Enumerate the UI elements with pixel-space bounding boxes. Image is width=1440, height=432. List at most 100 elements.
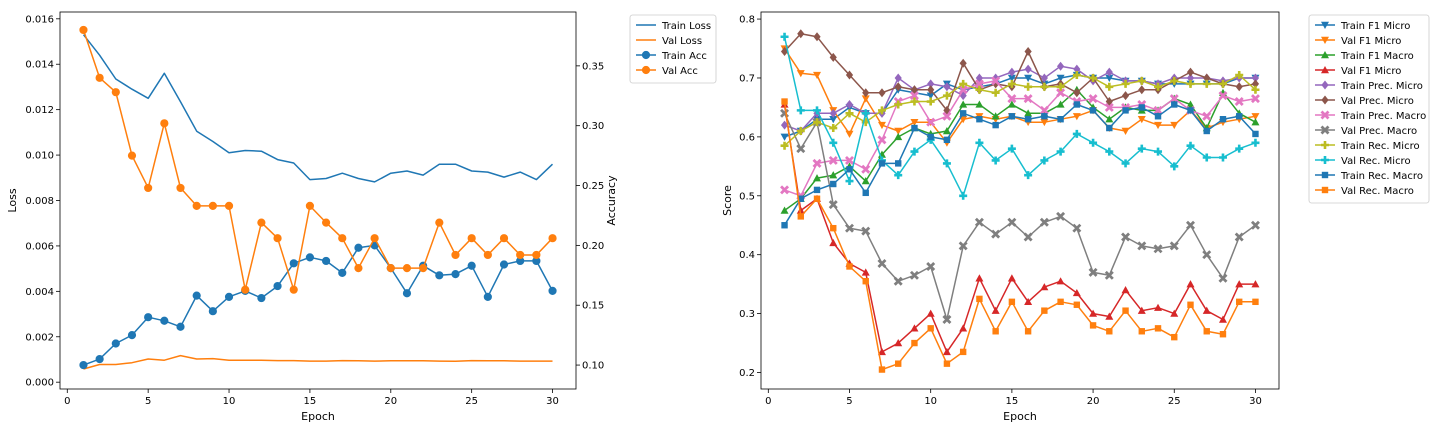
data-point	[862, 88, 870, 98]
data-point	[1137, 144, 1146, 153]
data-point	[192, 291, 201, 300]
data-point	[499, 234, 509, 243]
data-point	[1203, 328, 1210, 335]
data-point	[1023, 94, 1033, 104]
legend-marker	[1321, 156, 1329, 164]
legend-label: Train Prec. Macro	[1340, 111, 1426, 122]
data-point	[991, 112, 1000, 120]
y2-tick-label: 0.20	[582, 241, 604, 252]
data-point	[1187, 301, 1194, 308]
legend: Train F1 Micro Val F1 Micro Train F1 Macro…	[1308, 14, 1430, 204]
legend-label: Val Rec. Macro	[1341, 186, 1414, 197]
data-point	[338, 268, 347, 278]
legend-marker	[1321, 21, 1329, 29]
data-point	[845, 130, 854, 138]
legend-entry: Train Prec. Macro	[1315, 110, 1426, 122]
legend-label: Val Prec. Micro	[1341, 96, 1414, 107]
data-point	[829, 52, 837, 62]
data-point	[943, 82, 951, 92]
data-point	[813, 71, 822, 80]
data-point	[926, 97, 935, 106]
legend-entry: Train Acc	[636, 50, 707, 62]
data-point	[1186, 280, 1195, 288]
data-point	[975, 274, 984, 282]
y-tick-label: 0.012	[25, 105, 54, 116]
data-point	[894, 73, 902, 83]
x-axis-label: Epoch	[301, 410, 335, 423]
legend-label: Train F1 Micro	[1340, 21, 1410, 32]
legend-label: Val Prec. Macro	[1341, 126, 1417, 137]
data-point	[959, 191, 968, 200]
data-point	[845, 109, 854, 118]
data-point	[1024, 328, 1032, 335]
series-line	[83, 244, 554, 366]
data-point	[861, 164, 871, 174]
data-point	[1024, 46, 1032, 56]
data-point	[111, 88, 120, 97]
data-point	[959, 110, 967, 117]
data-point	[1041, 113, 1048, 120]
data-point	[958, 85, 968, 95]
data-point	[975, 138, 984, 147]
data-point	[894, 127, 903, 135]
data-point	[991, 88, 1000, 97]
data-point	[992, 328, 999, 335]
data-point	[845, 155, 854, 165]
data-point	[1122, 107, 1129, 114]
data-point	[1023, 232, 1033, 242]
data-point	[877, 106, 886, 115]
y-tick-label: 0.2	[739, 368, 755, 379]
data-point	[1121, 127, 1130, 135]
data-point	[862, 278, 869, 285]
data-point	[1008, 67, 1016, 77]
data-point	[830, 224, 837, 232]
data-point	[1154, 325, 1162, 332]
y2-tick-label: 0.10	[582, 361, 604, 372]
data-point	[796, 106, 805, 115]
data-point	[1218, 315, 1227, 323]
data-point	[1024, 74, 1033, 82]
data-point	[812, 158, 822, 168]
legend-label: Train Rec. Macro	[1340, 171, 1423, 182]
data-point	[1186, 73, 1195, 83]
data-point	[1039, 105, 1049, 115]
data-point	[1137, 116, 1146, 124]
data-point	[797, 213, 804, 220]
series-9	[780, 71, 1260, 150]
data-point	[813, 118, 822, 127]
data-point	[1251, 79, 1260, 89]
data-point	[796, 206, 805, 214]
data-point	[1186, 220, 1195, 230]
data-point	[1170, 309, 1179, 317]
legend-entry: Train F1 Macro	[1315, 51, 1414, 62]
data-point	[1024, 109, 1033, 117]
data-point	[781, 98, 788, 105]
data-point	[1235, 144, 1244, 153]
data-point	[1235, 82, 1243, 92]
legend-entry: Val Loss	[636, 36, 702, 47]
data-point	[1186, 79, 1195, 88]
data-point	[959, 348, 967, 356]
data-point	[1007, 79, 1016, 88]
data-point	[959, 324, 968, 332]
data-point	[1088, 94, 1098, 104]
y-tick-label: 0.3	[739, 309, 755, 320]
series-line	[783, 48, 1256, 144]
legend-entry: Val F1 Micro	[1315, 66, 1401, 77]
legend-label: Train Rec. Micro	[1340, 141, 1420, 152]
data-point	[1251, 118, 1260, 126]
data-point	[1203, 73, 1211, 83]
data-point	[829, 108, 837, 118]
data-point	[1251, 138, 1260, 147]
data-point	[1121, 286, 1130, 294]
data-point	[1218, 153, 1227, 162]
y-tick-label: 0.4	[739, 250, 755, 261]
data-point	[829, 124, 838, 133]
data-point	[959, 100, 968, 108]
data-point	[1024, 82, 1033, 91]
data-point	[208, 201, 217, 210]
data-point	[1057, 116, 1064, 123]
x-tick-label: 0	[765, 396, 771, 407]
data-point	[1073, 64, 1081, 74]
data-point	[1007, 74, 1016, 82]
